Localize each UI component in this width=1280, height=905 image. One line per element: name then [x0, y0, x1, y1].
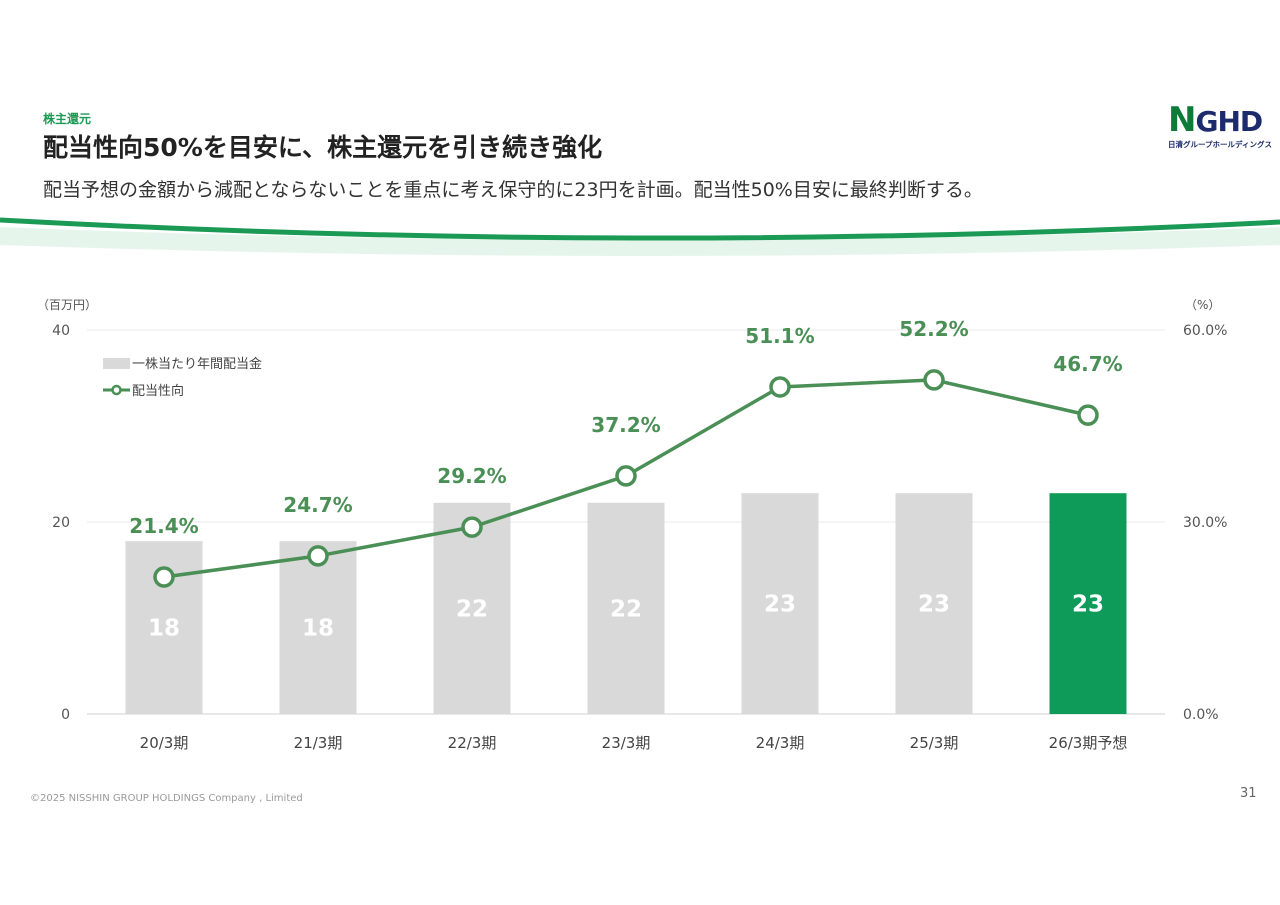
line-point: [153, 566, 175, 588]
category-label: 26/3期予想: [1049, 734, 1128, 752]
right-tick-label: 30.0%: [1183, 515, 1227, 531]
category-label: 20/3期: [140, 734, 189, 752]
legend-line-marker: [111, 384, 122, 396]
page-number: 31: [1240, 786, 1257, 801]
logo-text: 日清グループホールディングス: [1168, 140, 1273, 149]
legend-bar-label: 一株当たり年間配当金: [132, 356, 262, 372]
page-title: 配当性向50%を目安に、株主還元を引き続き強化: [43, 133, 603, 162]
page-subtitle: 配当予想の金額から減配とならないことを重点に考え保守的に23円を計画。配当性50…: [43, 179, 983, 201]
left-axis-unit: （百万円）: [37, 298, 97, 312]
category-label: 25/3期: [910, 734, 959, 752]
bar-value-label: 23: [1072, 592, 1104, 618]
right-tick-label: 60.0%: [1183, 323, 1227, 339]
bar: [741, 493, 819, 714]
company-logo: NGHD 日清グループホールディングス: [1168, 103, 1273, 157]
copyright: ©2025 NISSHIN GROUP HOLDINGS Company , L…: [30, 793, 303, 804]
legend-line-label: 配当性向: [132, 383, 184, 399]
left-tick-label: 20: [52, 515, 70, 531]
decorative-wave: [0, 217, 1280, 256]
category-label: 23/3期: [602, 734, 651, 752]
line-point: [307, 545, 329, 567]
bar-value-label: 22: [610, 596, 642, 622]
right-tick-label: 0.0%: [1183, 707, 1219, 723]
line-point: [615, 465, 637, 487]
bar: [1049, 493, 1127, 714]
bar: [895, 493, 973, 714]
category-label: 21/3期: [294, 734, 343, 752]
line-point: [1077, 404, 1099, 426]
bar: [433, 502, 511, 714]
bar: [279, 541, 357, 714]
bar-value-label: 18: [148, 616, 180, 642]
category-label: 24/3期: [756, 734, 805, 752]
line-point: [461, 516, 483, 538]
section-label: 株主還元: [43, 112, 92, 126]
right-axis-unit: （%）: [1185, 298, 1220, 312]
payout-value-label: 51.1%: [745, 324, 814, 348]
logo-mark-n: N: [1168, 100, 1196, 140]
payout-value-label: 29.2%: [437, 464, 506, 488]
payout-value-label: 52.2%: [899, 317, 968, 341]
line-point: [769, 376, 791, 398]
dividend-chart: 18 18 22 22 23 23 23 21.4% 24.7% 29.2% 37.2% 51.1%…: [37, 298, 1227, 752]
left-tick-label: 0: [61, 707, 70, 723]
left-tick-label: 40: [52, 323, 70, 339]
payout-value-label: 21.4%: [129, 514, 198, 538]
category-label: 22/3期: [448, 734, 497, 752]
bar: [587, 502, 665, 714]
bar-value-label: 18: [302, 616, 334, 642]
legend-bar-swatch: [103, 358, 130, 369]
bar-value-label: 23: [918, 592, 950, 618]
line-point: [923, 369, 945, 391]
payout-value-label: 24.7%: [283, 493, 352, 517]
payout-value-label: 37.2%: [591, 413, 660, 437]
bar-value-label: 23: [764, 592, 796, 618]
logo-mark-rest: GHD: [1195, 105, 1263, 138]
bar-value-label: 22: [456, 596, 488, 622]
payout-value-label: 46.7%: [1053, 352, 1122, 376]
